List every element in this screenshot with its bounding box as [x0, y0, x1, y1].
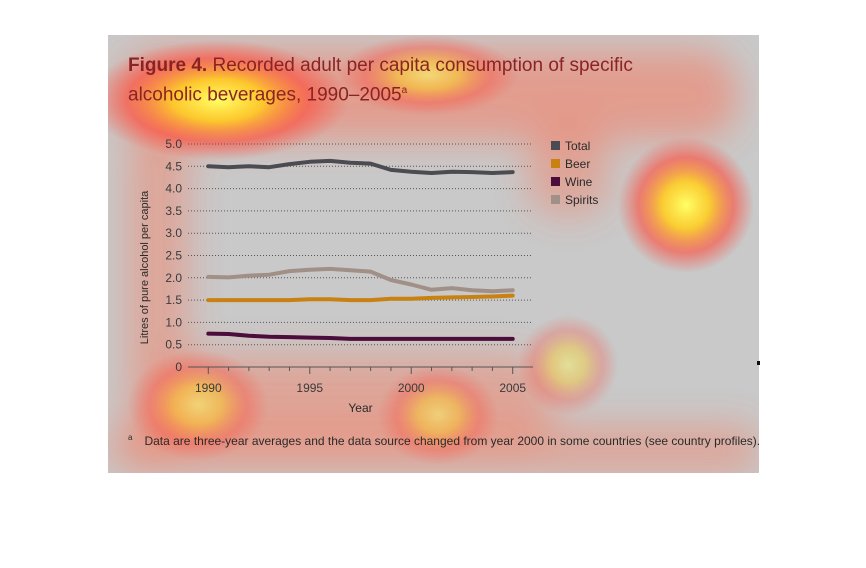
- figure-title: Figure 4. Recorded adult per capita cons…: [128, 53, 688, 107]
- y-tick-label: 4.0: [165, 182, 182, 196]
- y-tick-label: 3.0: [165, 226, 182, 240]
- x-axis-title: Year: [348, 401, 372, 415]
- y-tick-label: 2.5: [165, 249, 182, 263]
- y-tick-label: 2.0: [165, 271, 182, 285]
- y-tick-label: 3.5: [165, 204, 182, 218]
- y-tick-label: 1.0: [165, 315, 182, 329]
- series-line-total: [206, 158, 515, 175]
- legend-swatch-total: [551, 141, 560, 150]
- title-footnote-marker: a: [401, 85, 408, 96]
- legend-label-total: Total: [565, 139, 590, 153]
- y-tick-label: 5.0: [165, 137, 182, 151]
- series-line-wine: [206, 331, 515, 341]
- legend-swatch-beer: [551, 159, 560, 168]
- line-chart: 0 0.5 1.0 1.5 2.0 2.5 3.0 3.5 4.0 4.5 5.0 1990 1995 2…: [139, 137, 598, 415]
- series-line-beer: [206, 293, 515, 303]
- y-axis-title: Litres of pure alcohol per capita: [139, 190, 151, 344]
- legend-label-beer: Beer: [565, 157, 590, 171]
- x-tick-label: 2000: [398, 381, 425, 395]
- y-tick-label: 4.5: [165, 159, 182, 173]
- figure-panel: Figure 4. Recorded adult per capita cons…: [108, 35, 759, 473]
- footnote-text: Data are three-year averages and the dat…: [144, 434, 759, 448]
- x-tick-label: 1995: [296, 381, 323, 395]
- y-tick-label: 0: [175, 360, 182, 374]
- footnote-marker: a: [128, 433, 133, 442]
- legend-swatch-spirits: [551, 195, 560, 204]
- footnote: a Data are three-year averages and the da…: [128, 433, 759, 448]
- legend-swatch-wine: [551, 177, 560, 186]
- y-tick-label: 1.5: [165, 293, 182, 307]
- edge-mark: [757, 361, 760, 365]
- legend-label-spirits: Spirits: [565, 193, 598, 207]
- attention-heatmap-overlay: [108, 35, 759, 473]
- x-tick-label: 2005: [499, 381, 526, 395]
- figure-title-text: Recorded adult per capita consumption of…: [128, 55, 633, 106]
- y-tick-label: 0.5: [165, 338, 182, 352]
- legend-label-wine: Wine: [565, 175, 593, 189]
- figure-label: Figure 4.: [128, 55, 208, 76]
- series-line-spirits: [206, 266, 515, 294]
- x-tick-label: 1990: [195, 381, 222, 395]
